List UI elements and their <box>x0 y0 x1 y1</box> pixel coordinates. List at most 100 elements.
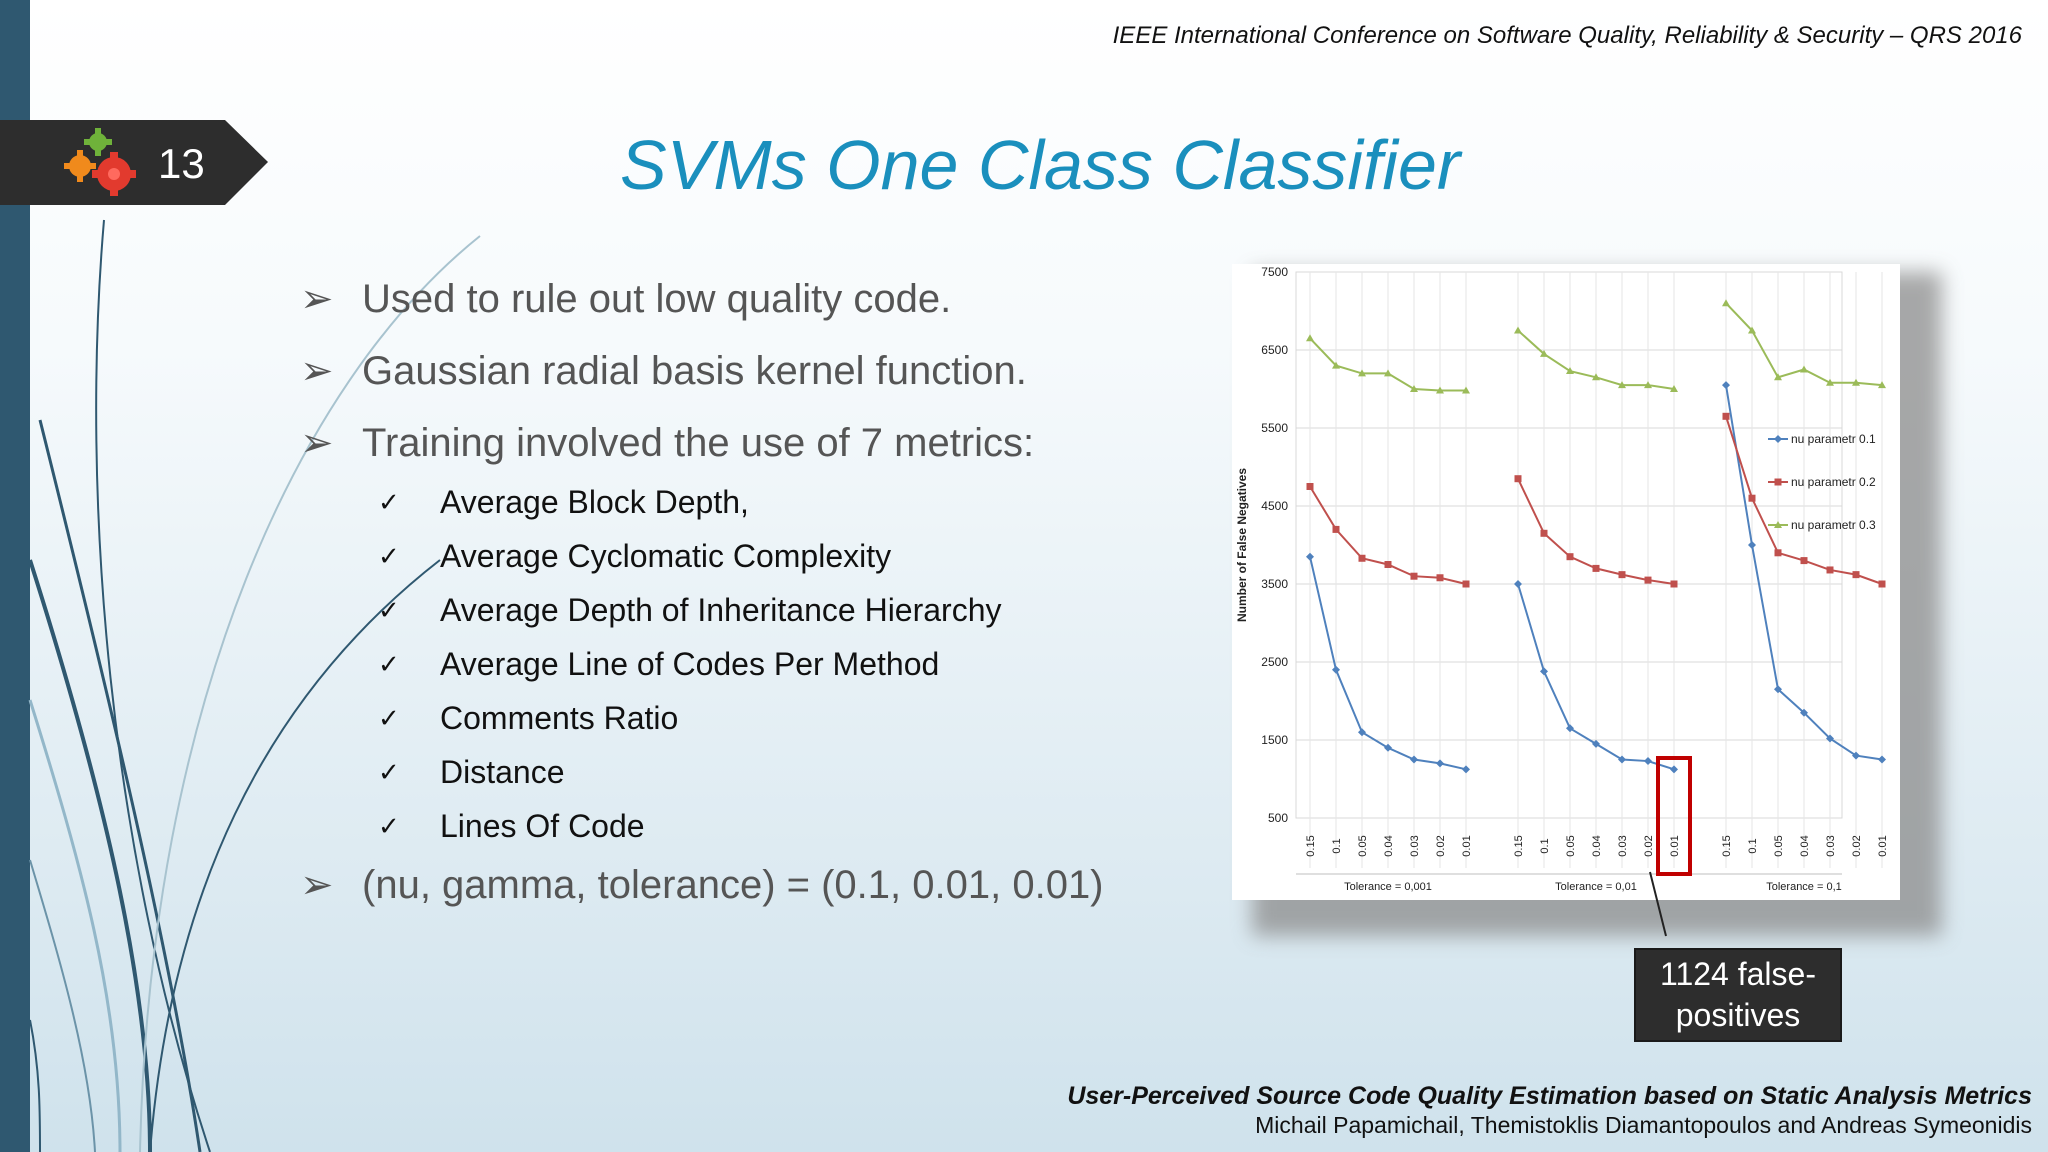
y-tick-label: 500 <box>1268 811 1288 825</box>
data-point <box>1566 367 1574 375</box>
data-point <box>1306 334 1314 342</box>
x-tick-label: 0.01 <box>1461 835 1473 856</box>
data-point <box>1566 724 1574 733</box>
x-tick-label: 0.1 <box>1539 838 1551 853</box>
legend-label: nu parametr 0.1 <box>1791 432 1876 446</box>
data-point <box>1514 475 1522 483</box>
data-point <box>1748 494 1756 502</box>
x-tick-label: 0.15 <box>1305 835 1317 856</box>
data-point <box>1826 378 1834 386</box>
data-point <box>1774 685 1782 694</box>
data-point <box>1540 667 1548 676</box>
data-point <box>1644 576 1652 584</box>
metric-text: Comments Ratio <box>440 700 679 736</box>
data-point <box>1852 378 1860 386</box>
data-point <box>1462 386 1470 394</box>
data-point <box>1800 365 1808 373</box>
bullet-text: (nu, gamma, tolerance) = (0.1, 0.01, 0.0… <box>362 862 1104 907</box>
data-point <box>1722 381 1730 390</box>
data-point <box>1384 561 1392 568</box>
data-point <box>1748 541 1756 549</box>
arrow-bullet-icon: ➢ <box>300 421 334 465</box>
y-axis-title: Number of False Negatives <box>1235 468 1249 622</box>
data-point <box>1332 525 1340 533</box>
data-point <box>1410 572 1418 580</box>
bullet-item: ➢ Training involved the use of 7 metrics… <box>300 420 1034 466</box>
data-point <box>1462 765 1470 774</box>
metric-text: Average Depth of Inheritance Hierarchy <box>440 592 1002 628</box>
x-tick-label: 0.02 <box>1435 835 1447 856</box>
data-point <box>1826 734 1834 743</box>
data-point <box>1800 557 1808 565</box>
x-axis-title: Gamma Parameter <box>1517 899 1623 900</box>
checkmark-icon: ✓ <box>378 541 400 571</box>
data-point <box>1436 759 1444 768</box>
bullet-text: Training involved the use of 7 metrics: <box>362 420 1035 465</box>
data-point <box>1410 755 1418 764</box>
data-point <box>1540 349 1548 357</box>
metric-text: Lines Of Code <box>440 808 645 844</box>
gears-logo-icon <box>64 128 136 196</box>
data-point <box>1670 385 1678 392</box>
data-point <box>1358 728 1366 737</box>
y-tick-label: 7500 <box>1261 265 1288 279</box>
data-point <box>1670 580 1678 588</box>
data-point <box>1644 757 1652 766</box>
metric-item: ✓ Average Depth of Inheritance Hierarchy <box>378 592 1002 629</box>
x-tick-label: 0.02 <box>1643 835 1655 856</box>
data-point <box>1306 483 1314 490</box>
group-label: Tolerance = 0,1 <box>1766 881 1842 893</box>
data-point <box>1618 381 1626 389</box>
data-point <box>1670 765 1678 774</box>
x-tick-label: 0.01 <box>1877 835 1889 856</box>
legend-label: nu parametr 0.3 <box>1791 518 1876 532</box>
data-point <box>1722 412 1730 420</box>
data-point <box>1410 385 1418 392</box>
data-point <box>1358 369 1366 377</box>
x-tick-label: 0.1 <box>1747 838 1759 853</box>
data-point <box>1826 566 1834 574</box>
bullet-item: ➢ Gaussian radial basis kernel function. <box>300 348 1027 394</box>
x-tick-label: 0.03 <box>1617 835 1629 856</box>
data-point <box>1566 553 1574 561</box>
data-point <box>1592 564 1600 572</box>
x-tick-label: 0.15 <box>1721 835 1733 856</box>
data-point <box>1852 751 1860 760</box>
checkmark-icon: ✓ <box>378 811 400 841</box>
data-point <box>1748 326 1756 334</box>
x-tick-label: 0.15 <box>1513 835 1525 856</box>
metric-text: Average Line of Codes Per Method <box>440 646 940 682</box>
metric-item: ✓ Lines Of Code <box>378 808 645 845</box>
x-tick-label: 0.03 <box>1825 835 1837 856</box>
group-label: Tolerance = 0,01 <box>1555 881 1637 893</box>
checkmark-icon: ✓ <box>378 757 400 787</box>
data-point <box>1644 381 1652 389</box>
x-tick-label: 0.04 <box>1383 835 1395 856</box>
arrow-bullet-icon: ➢ <box>300 863 334 907</box>
conference-header: IEEE International Conference on Softwar… <box>1112 22 2022 49</box>
data-point <box>1436 386 1444 394</box>
data-point <box>1878 580 1886 588</box>
data-point <box>1774 549 1782 557</box>
data-point <box>1592 373 1600 381</box>
metric-item: ✓ Comments Ratio <box>378 700 678 737</box>
y-tick-label: 3500 <box>1261 577 1288 591</box>
false-negatives-chart: 500 1500 2500 3500 4500 5500 6500 7500 0.15 0.1 0.… <box>1235 265 1889 900</box>
data-point <box>1852 571 1860 579</box>
data-point <box>1618 571 1626 579</box>
legend-marker <box>1774 521 1782 528</box>
data-point <box>1514 326 1522 334</box>
data-point <box>1722 299 1730 307</box>
data-point <box>1358 554 1366 562</box>
legend-marker <box>1774 435 1782 443</box>
chart-image: 500 1500 2500 3500 4500 5500 6500 7500 0.15 0.1 0.… <box>1232 264 1900 900</box>
data-point <box>1332 361 1340 369</box>
x-tick-label: 0.05 <box>1773 835 1785 856</box>
checkmark-icon: ✓ <box>378 649 400 679</box>
data-point <box>1436 574 1444 582</box>
x-tick-label: 0.01 <box>1669 835 1681 856</box>
legend-marker <box>1774 478 1782 486</box>
bullet-text: Gaussian radial basis kernel function. <box>362 348 1027 393</box>
x-tick-label: 0.04 <box>1591 835 1603 856</box>
legend-label: nu parametr 0.2 <box>1791 475 1876 489</box>
